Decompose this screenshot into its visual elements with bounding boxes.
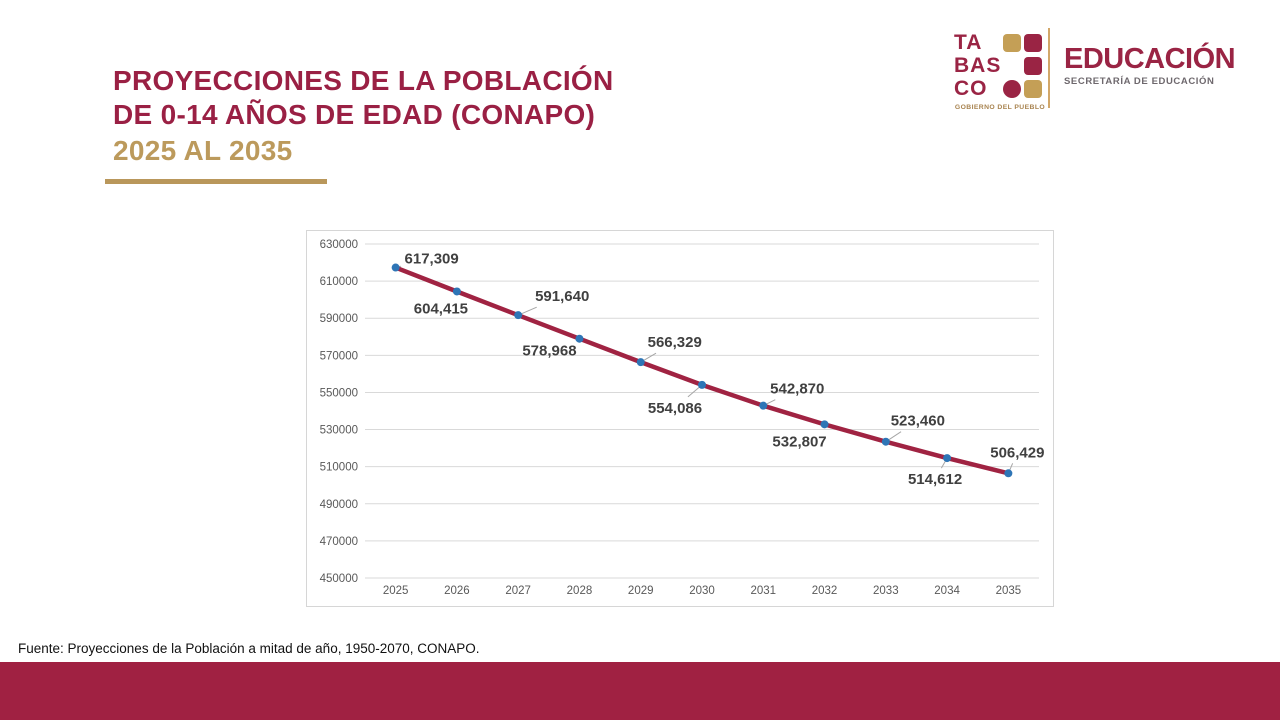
page-title-line1: PROYECCIONES DE LA POBLACIÓN	[113, 65, 614, 96]
series-line	[393, 265, 1011, 476]
y-axis-tick-label: 510000	[320, 462, 358, 474]
tabasco-caption: GOBIERNO DEL PUEBLO	[954, 104, 1046, 111]
chart-card: 450000 470000 490000 510000 530000 550000 5700…	[306, 230, 1054, 607]
y-axis-tick-label: 630000	[320, 239, 358, 251]
chart-canvas: 450000 470000 490000 510000 530000 550000 5700…	[320, 239, 1045, 597]
y-axis-tick-label: 570000	[320, 350, 358, 362]
tabasco-wordmark-line3: CO	[954, 77, 988, 100]
grid-glyph-icon	[1024, 79, 1042, 98]
title-block: PROYECCIONES DE LA POBLACIÓN DE 0-14 AÑO…	[113, 64, 614, 168]
data-point	[514, 311, 523, 320]
x-axis-tick-label: 2031	[750, 585, 776, 597]
tabasco-row-1: TA	[954, 31, 1046, 54]
x-axis-tick-label: 2027	[505, 585, 531, 597]
data-label: 542,870	[770, 381, 824, 398]
y-axis-tick-label: 470000	[320, 536, 358, 548]
mask-glyph-icon	[1024, 33, 1042, 52]
data-point	[575, 334, 584, 343]
y-axis-tick-label: 610000	[320, 276, 358, 288]
tabasco-row-3: CO	[954, 77, 1046, 100]
cacao-glyph-icon	[1003, 33, 1021, 52]
x-axis-tick-label: 2035	[996, 585, 1022, 597]
pyramid-glyph-icon	[1003, 79, 1021, 98]
river-glyph-icon	[1024, 56, 1042, 75]
data-label: 506,429	[990, 444, 1044, 461]
data-label: 591,640	[535, 288, 589, 305]
data-point	[759, 401, 768, 410]
x-axis-tick-label: 2030	[689, 585, 715, 597]
data-label: 554,086	[648, 400, 702, 417]
data-label: 566,329	[648, 334, 702, 351]
y-axis-tick-label: 550000	[320, 387, 358, 399]
x-axis-tick-label: 2034	[934, 585, 960, 597]
data-label: 532,807	[772, 433, 826, 450]
y-axis-tick-label: 590000	[320, 313, 358, 325]
data-point	[881, 437, 890, 446]
educacion-wordmark: EDUCACIÓN	[1064, 43, 1236, 75]
data-point	[391, 263, 400, 272]
page-title-line2: DE 0-14 AÑOS DE EDAD (CONAPO)	[113, 99, 596, 130]
data-label: 617,309	[405, 251, 459, 268]
x-axis-tick-label: 2028	[567, 585, 593, 597]
spacer	[1003, 57, 1021, 75]
data-label: 523,460	[891, 413, 945, 430]
data-label: 604,415	[414, 300, 468, 317]
logo-divider	[1048, 28, 1050, 108]
y-axis-tick-label: 490000	[320, 499, 358, 511]
x-axis-tick-label: 2026	[444, 585, 470, 597]
tabasco-wordmark-line2: BAS	[954, 54, 1002, 77]
data-point	[452, 287, 461, 296]
footer-bar	[0, 662, 1280, 720]
x-axis-tick-label: 2032	[812, 585, 838, 597]
tabasco-wordmark-line1: TA	[954, 31, 983, 54]
x-axis-tick-label: 2029	[628, 585, 654, 597]
title-underline	[105, 179, 327, 184]
tabasco-row-2: BAS	[954, 54, 1046, 77]
data-point	[636, 358, 645, 367]
educacion-caption: SECRETARÍA DE EDUCACIÓN	[1064, 76, 1215, 87]
tabasco-logo: TA BAS CO GOBIERNO DEL PUEBLO	[954, 31, 1046, 111]
data-point	[943, 454, 952, 463]
source-note: Fuente: Proyecciones de la Población a m…	[18, 641, 480, 656]
data-point	[1004, 469, 1013, 478]
data-point	[698, 380, 706, 389]
y-axis-tick-label: 450000	[320, 573, 358, 585]
educacion-logo: EDUCACIÓN SECRETARÍA DE EDUCACIÓN	[1064, 43, 1236, 87]
data-point	[820, 420, 829, 429]
page-subtitle: 2025 AL 2035	[113, 135, 293, 166]
x-axis-tick-label: 2025	[383, 585, 409, 597]
x-axis-tick-label: 2033	[873, 585, 899, 597]
data-label: 514,612	[908, 471, 962, 488]
data-label: 578,968	[522, 343, 576, 360]
y-axis-tick-label: 530000	[320, 425, 358, 437]
